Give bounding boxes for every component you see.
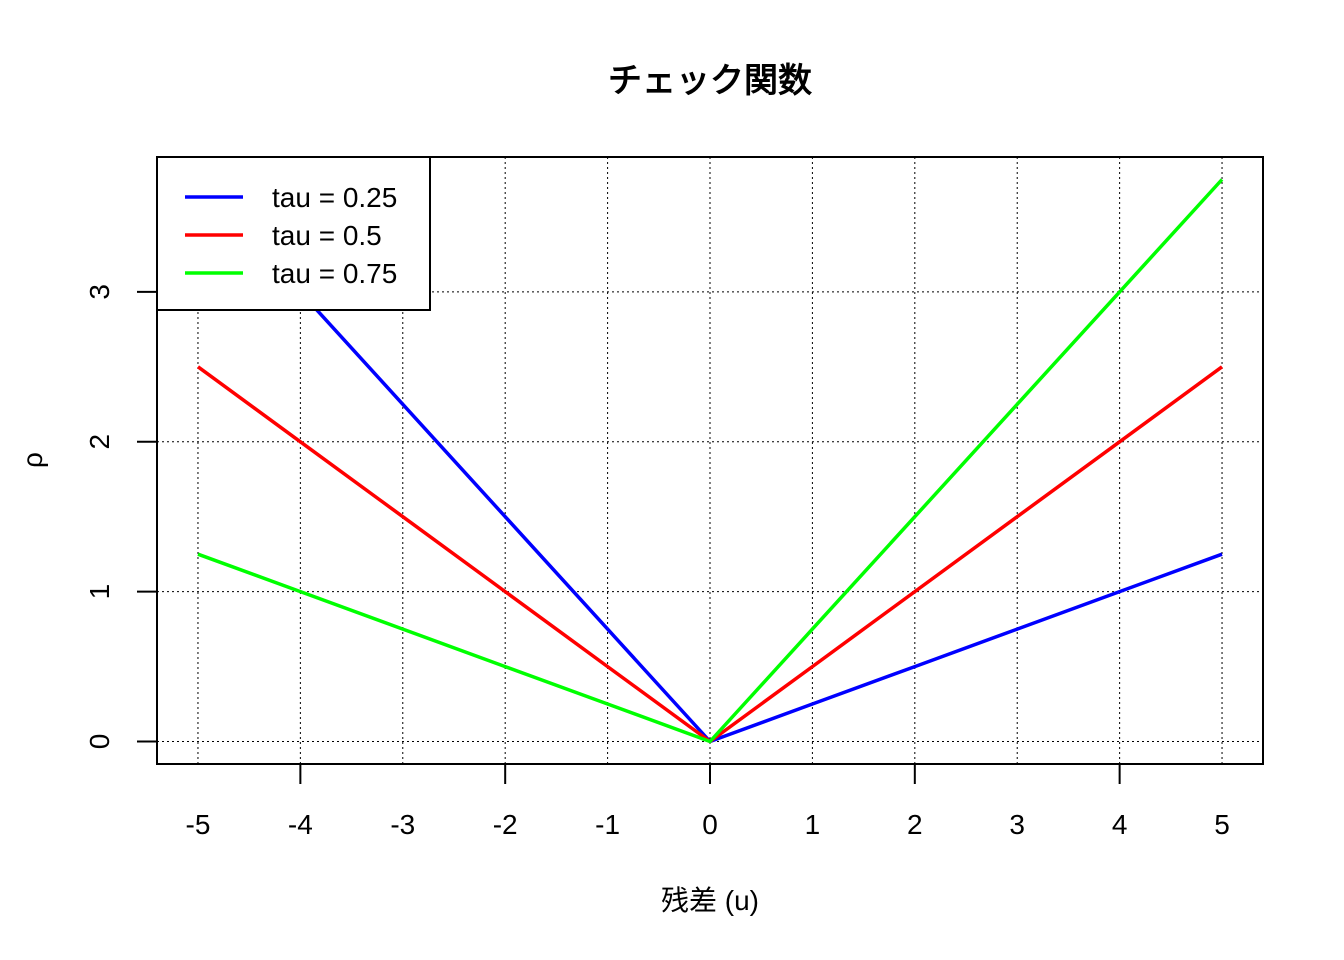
x-tick-label-0: -5 (186, 809, 211, 840)
x-tick-label-3: -2 (493, 809, 518, 840)
x-tick-label-10: 5 (1214, 809, 1230, 840)
legend-label-1: tau = 0.5 (272, 220, 382, 251)
x-axis: -5 -4 -3 -2 -1 0 1 2 3 4 5 (186, 764, 1230, 840)
x-tick-label-8: 3 (1009, 809, 1025, 840)
x-tick-label-7: 2 (907, 809, 923, 840)
x-tick-label-4: -1 (595, 809, 620, 840)
series-lines (196, 178, 1224, 744)
y-tick-label-3: 3 (84, 284, 115, 300)
x-tick-label-1: -4 (288, 809, 313, 840)
x-axis-label: 残差 (u) (661, 885, 759, 916)
y-tick-label-2: 2 (84, 434, 115, 450)
series-line-2 (197, 178, 1224, 744)
y-tick-label-1: 1 (84, 584, 115, 600)
grid-lines (157, 157, 1263, 764)
legend-label-2: tau = 0.75 (272, 258, 397, 289)
chart-title: チェック関数 (608, 62, 812, 100)
x-tick-label-5: 0 (702, 809, 718, 840)
legend-label-0: tau = 0.25 (272, 182, 397, 213)
x-tick-label-9: 4 (1112, 809, 1128, 840)
y-axis-label: ρ (17, 452, 48, 468)
y-axis: 0 1 2 3 (84, 284, 157, 749)
legend: tau = 0.25 tau = 0.5 tau = 0.75 (156, 156, 431, 311)
y-tick-label-0: 0 (84, 734, 115, 750)
x-tick-label-6: 1 (805, 809, 821, 840)
x-tick-label-2: -3 (390, 809, 415, 840)
